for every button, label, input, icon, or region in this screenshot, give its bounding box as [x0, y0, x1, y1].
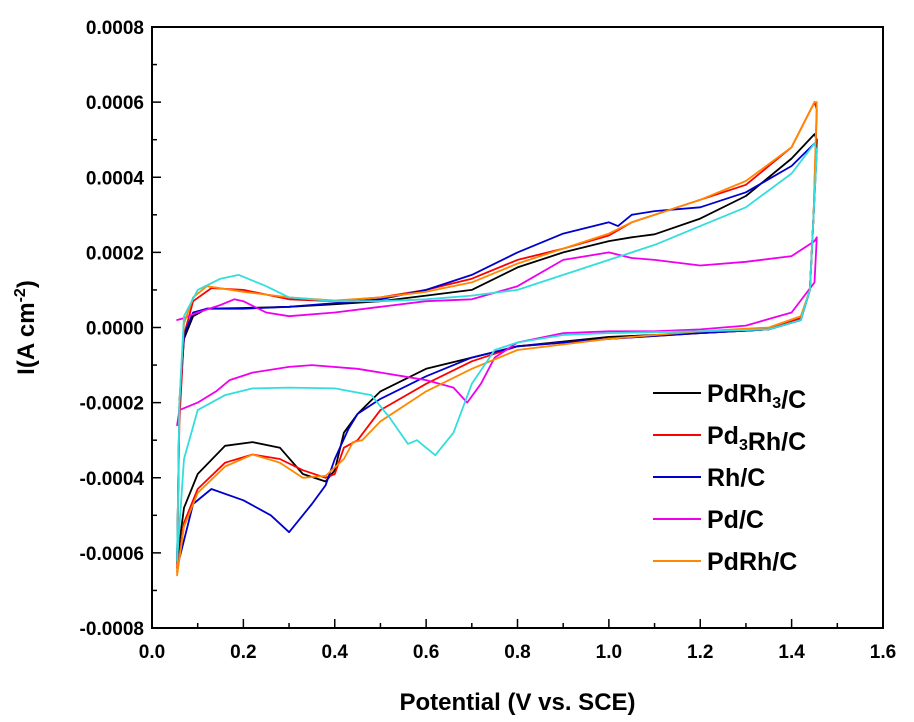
series-line-pd3rh-c	[176, 101, 818, 573]
y-axis-title: I(A cm-2)	[12, 280, 40, 375]
y-tick-label: -0.0002	[80, 394, 144, 415]
series-line-pdrh3-c	[176, 133, 818, 562]
x-tick-label: 1.4	[778, 642, 805, 663]
x-tick-label: 1.2	[687, 642, 713, 663]
y-tick-label: -0.0004	[80, 469, 145, 490]
y-tick-label: 0.0006	[86, 93, 144, 114]
plot-frame	[151, 26, 884, 629]
y-tick-label: 0.0000	[86, 319, 144, 340]
legend-label-pdrh-c: PdRh/C	[707, 548, 797, 576]
y-tick-label: -0.0008	[80, 619, 144, 640]
series-line-unlabeled	[176, 142, 818, 562]
y-tick-label: 0.0004	[86, 168, 145, 189]
legend-label-rh-c: Rh/C	[707, 464, 765, 492]
x-tick-label: 1.6	[870, 642, 896, 663]
x-tick-label: 0.4	[322, 642, 349, 663]
y-tick-label: -0.0006	[80, 544, 144, 565]
series-layer	[176, 101, 818, 577]
x-tick-label: 0.6	[413, 642, 439, 663]
y-axis-ticks: -0.0008 -0.0006 -0.0004 -0.0002 0.0000 0.0002…	[80, 18, 161, 640]
x-tick-label: 0.8	[504, 642, 530, 663]
x-tick-label: 1.0	[596, 642, 622, 663]
x-tick-label: 0.0	[139, 642, 165, 663]
x-axis-ticks: 0.0 0.2 0.4 0.6 0.8 1.0 1.2 1.4 1.6	[139, 619, 896, 663]
x-tick-label: 0.2	[230, 642, 256, 663]
legend-label-pd-c: Pd/C	[707, 506, 764, 534]
legend: PdRh3/C Pd3Rh/C Rh/C Pd/C PdRh/C	[653, 380, 806, 576]
legend-label-pdrh3-c: PdRh3/C	[707, 380, 806, 414]
y-tick-label: 0.0008	[86, 18, 144, 39]
legend-label-pd3rh-c: Pd3Rh/C	[707, 422, 806, 456]
series-line-pdrh-c	[176, 101, 818, 577]
y-tick-label: 0.0002	[86, 243, 144, 264]
series-line-pd-c	[176, 236, 818, 427]
x-axis-title: Potential (V vs. SCE)	[399, 689, 635, 716]
